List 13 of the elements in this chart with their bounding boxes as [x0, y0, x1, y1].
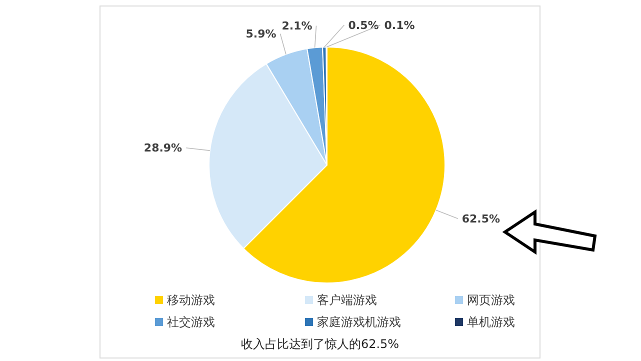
- data-label: 2.1%: [282, 20, 312, 33]
- legend-label: 网页游戏: [467, 293, 515, 308]
- legend-label: 单机游戏: [467, 315, 515, 330]
- legend-label: 家庭游戏机游戏: [317, 315, 401, 330]
- data-label: 62.5%: [462, 212, 500, 226]
- data-label: 28.9%: [144, 142, 182, 155]
- legend-label: 客户端游戏: [317, 293, 377, 308]
- legend-label: 移动游戏: [167, 293, 215, 308]
- data-label: 0.1%: [384, 18, 415, 32]
- legend-label: 社交游戏: [167, 315, 215, 330]
- data-label: 0.5%: [348, 18, 379, 32]
- data-label: 5.9%: [246, 28, 276, 41]
- text: 收入占比达到了惊人的62.5%: [240, 337, 400, 351]
